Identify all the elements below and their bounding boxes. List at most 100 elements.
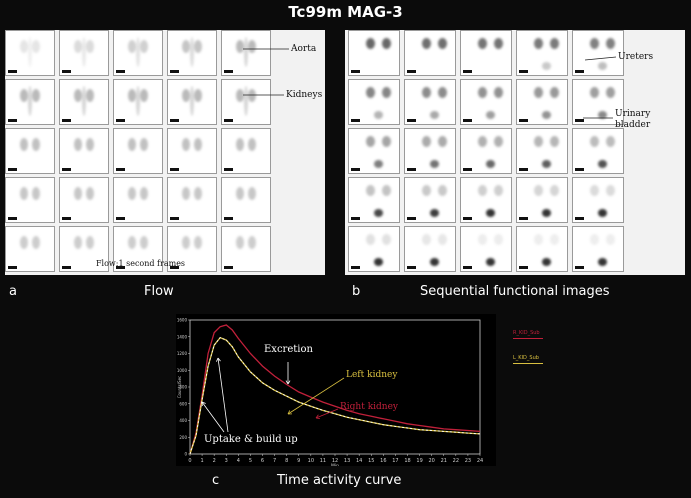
kidney-blob bbox=[128, 138, 136, 151]
bladder-blob bbox=[374, 209, 383, 217]
kidney-blob bbox=[20, 187, 28, 200]
scale-bar bbox=[116, 119, 125, 122]
scale-bar bbox=[575, 168, 584, 171]
scale-bar bbox=[8, 217, 17, 220]
bladder-blob bbox=[598, 160, 607, 168]
kidney-blob bbox=[128, 40, 136, 53]
x-tick-label: 2 bbox=[213, 458, 216, 464]
image-frame bbox=[404, 177, 456, 223]
scale-bar bbox=[224, 266, 233, 269]
scale-bar bbox=[224, 168, 233, 171]
scale-bar bbox=[575, 217, 584, 220]
scale-bar bbox=[351, 70, 360, 73]
uptake-arrow-2-head bbox=[216, 357, 221, 362]
bladder-blob bbox=[598, 62, 607, 70]
bladder-blob bbox=[598, 111, 607, 119]
right-kidney-label: Right kidney bbox=[340, 402, 398, 412]
image-frame bbox=[221, 30, 271, 76]
kidney-blob bbox=[606, 38, 615, 49]
left-kidney-arrow bbox=[287, 377, 345, 415]
aorta-blob bbox=[136, 37, 140, 67]
y-tick-label: 400 bbox=[179, 418, 187, 423]
kidney-blob bbox=[248, 89, 256, 102]
kidney-blob bbox=[248, 236, 256, 249]
x-tick-label: 12 bbox=[332, 458, 338, 464]
image-frame bbox=[460, 128, 512, 174]
kidney-blob bbox=[534, 87, 543, 98]
image-frame bbox=[516, 30, 568, 76]
y-tick-label: 200 bbox=[179, 435, 187, 440]
kidney-blob bbox=[606, 87, 615, 98]
scale-bar bbox=[407, 119, 416, 122]
kidney-blob bbox=[534, 136, 543, 147]
image-frame bbox=[348, 128, 400, 174]
left-kidney-label: Left kidney bbox=[346, 370, 398, 380]
right-kidney-arrow bbox=[315, 408, 339, 419]
uptake-arrow-2 bbox=[217, 357, 229, 433]
kidney-blob bbox=[194, 187, 202, 200]
scale-bar bbox=[575, 70, 584, 73]
scale-bar bbox=[8, 168, 17, 171]
kidney-blob bbox=[438, 38, 447, 49]
kidney-blob bbox=[438, 87, 447, 98]
kidney-blob bbox=[128, 236, 136, 249]
kidney-blob bbox=[422, 136, 431, 147]
kidney-blob bbox=[494, 185, 503, 196]
kidney-blob bbox=[20, 89, 28, 102]
image-frame bbox=[404, 79, 456, 125]
kidney-blob bbox=[140, 236, 148, 249]
kidney-blob bbox=[478, 234, 487, 245]
panel-letter-c: c bbox=[212, 473, 220, 488]
scale-bar bbox=[170, 266, 179, 269]
bladder-blob bbox=[542, 111, 551, 119]
kidney-blob bbox=[86, 138, 94, 151]
image-frame bbox=[460, 177, 512, 223]
bladder-blob bbox=[374, 160, 383, 168]
kidney-blob bbox=[422, 185, 431, 196]
kidney-blob bbox=[366, 38, 375, 49]
x-tick-label: 24 bbox=[477, 458, 483, 464]
scale-bar bbox=[116, 217, 125, 220]
scale-bar bbox=[224, 70, 233, 73]
image-frame bbox=[59, 177, 109, 223]
bladder-blob bbox=[374, 258, 383, 266]
image-frame bbox=[167, 128, 217, 174]
scale-bar bbox=[463, 217, 472, 220]
kidney-blob bbox=[182, 138, 190, 151]
kidney-blob bbox=[422, 87, 431, 98]
kidney-blob bbox=[74, 89, 82, 102]
image-frame bbox=[113, 79, 163, 125]
x-tick-label: 6 bbox=[261, 458, 264, 464]
x-tick-label: 10 bbox=[308, 458, 314, 464]
time-activity-chart: 0 1 2 3 4 5 6 7 8 9 10 11 12 13 14 15 16 17 18 19 20 21 22 23 24… bbox=[176, 314, 496, 466]
scale-bar bbox=[170, 217, 179, 220]
aorta-blob bbox=[244, 37, 248, 67]
image-frame bbox=[516, 128, 568, 174]
panel-letter-b: b bbox=[352, 284, 361, 299]
aorta-blob bbox=[190, 86, 194, 116]
kidney-blob bbox=[590, 87, 599, 98]
image-frame bbox=[516, 177, 568, 223]
uptake-arrow-1 bbox=[201, 401, 225, 433]
kidney-blob bbox=[382, 38, 391, 49]
kidney-blob bbox=[182, 187, 190, 200]
scale-bar bbox=[170, 70, 179, 73]
kidney-blob bbox=[550, 38, 559, 49]
kidney-blob bbox=[32, 89, 40, 102]
x-tick-label: 5 bbox=[249, 458, 252, 464]
aorta-blob bbox=[190, 37, 194, 67]
bladder-blob bbox=[486, 209, 495, 217]
scale-bar bbox=[519, 70, 528, 73]
kidney-blob bbox=[478, 38, 487, 49]
image-frame bbox=[113, 30, 163, 76]
scale-bar bbox=[351, 168, 360, 171]
kidney-blob bbox=[236, 236, 244, 249]
kidney-blob bbox=[194, 138, 202, 151]
legend-right-line bbox=[513, 338, 543, 339]
image-frame bbox=[572, 177, 624, 223]
aorta-blob bbox=[82, 86, 86, 116]
image-frame bbox=[348, 226, 400, 272]
figure-title: Tc99m MAG-3 bbox=[288, 3, 403, 21]
kidney-blob bbox=[366, 136, 375, 147]
